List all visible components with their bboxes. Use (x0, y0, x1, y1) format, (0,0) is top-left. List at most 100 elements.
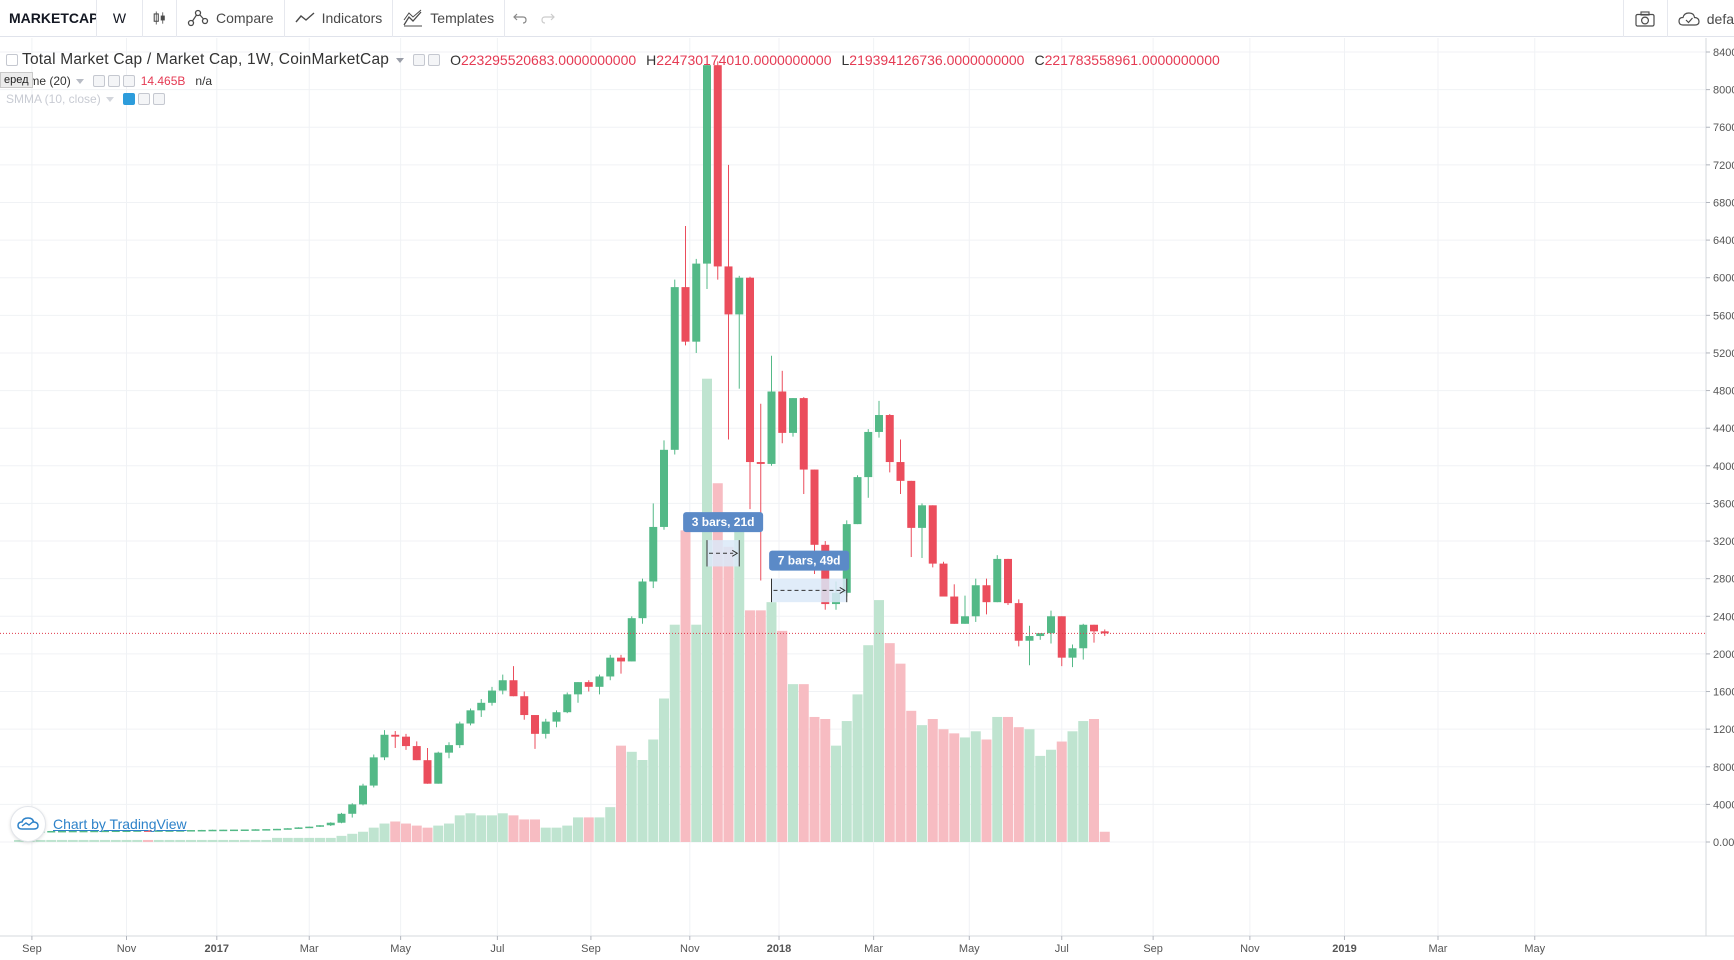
candle[interactable] (240, 829, 249, 831)
candle[interactable] (520, 691, 529, 720)
date-range-measure[interactable]: 3 bars, 21d (683, 512, 764, 567)
candle[interactable] (756, 403, 765, 581)
candle[interactable] (434, 751, 443, 784)
candle[interactable] (713, 61, 722, 280)
candle[interactable] (896, 439, 905, 495)
watermark-link[interactable]: Chart by TradingView (53, 816, 187, 832)
candle[interactable] (767, 355, 776, 466)
candle[interactable] (971, 578, 980, 622)
eye-icon[interactable] (413, 54, 426, 66)
candle[interactable] (875, 400, 883, 438)
candle[interactable] (1057, 616, 1066, 667)
candle[interactable] (799, 397, 808, 495)
candle[interactable] (380, 730, 389, 761)
candle[interactable] (541, 718, 550, 739)
candle[interactable] (864, 429, 873, 498)
candle[interactable] (58, 830, 66, 833)
candle[interactable] (617, 654, 625, 674)
candle[interactable] (187, 830, 195, 832)
candle[interactable] (918, 503, 926, 558)
candle[interactable] (735, 275, 744, 389)
candle[interactable] (251, 829, 260, 831)
symbol-search-button[interactable]: MARKETCAP (0, 0, 97, 37)
candle[interactable] (466, 708, 475, 726)
candle[interactable] (1047, 610, 1055, 644)
candle[interactable] (950, 584, 959, 624)
candle[interactable] (660, 440, 668, 530)
chart-type-button[interactable] (143, 0, 177, 37)
candle[interactable] (563, 692, 572, 714)
candle[interactable] (885, 414, 894, 473)
candle[interactable] (907, 480, 916, 558)
candle[interactable] (670, 279, 679, 455)
candle[interactable] (638, 578, 647, 624)
candle[interactable] (692, 258, 701, 353)
date-range-measure[interactable]: 7 bars, 49d (769, 550, 850, 603)
time-axis[interactable]: Sep Nov 2017 Mar May Jul Sep Nov 2018 Mar May Jul Se… (0, 935, 1734, 955)
candle[interactable] (337, 812, 346, 824)
candle[interactable] (703, 61, 711, 289)
candle[interactable] (348, 803, 357, 818)
candle[interactable] (681, 225, 690, 346)
candle[interactable] (455, 721, 464, 748)
eye-icon[interactable] (122, 93, 135, 105)
candle[interactable] (208, 829, 217, 832)
candle[interactable] (273, 828, 281, 831)
candle[interactable] (359, 783, 367, 806)
close-icon[interactable] (122, 75, 135, 87)
snapshot-button[interactable] (1622, 0, 1667, 37)
candle[interactable] (509, 666, 518, 697)
interval-button[interactable]: W (97, 0, 143, 37)
candle[interactable] (111, 830, 120, 833)
tradingview-watermark[interactable]: Chart by TradingView (10, 806, 187, 842)
candle[interactable] (1100, 629, 1109, 637)
candle[interactable] (144, 830, 152, 832)
candle[interactable] (993, 555, 1002, 603)
candle[interactable] (294, 827, 303, 829)
candle[interactable] (316, 825, 324, 827)
settings-icon[interactable] (137, 93, 150, 105)
redo-icon[interactable] (541, 12, 555, 24)
candle[interactable] (90, 830, 99, 833)
candle[interactable] (176, 830, 185, 832)
candle[interactable] (423, 747, 432, 784)
candle[interactable] (101, 830, 109, 833)
candle[interactable] (477, 699, 486, 717)
chart-canvas[interactable]: 3 bars, 21d 7 bars, 49d 221 0.00 4000 8000 1… (0, 38, 1734, 960)
candle[interactable] (939, 561, 948, 597)
candle[interactable] (402, 733, 410, 750)
candle[interactable] (606, 654, 615, 681)
chevron-down-icon[interactable] (395, 56, 405, 64)
candle[interactable] (778, 370, 787, 444)
templates-button[interactable]: Templates (393, 0, 506, 37)
candle[interactable] (531, 715, 539, 749)
candle[interactable] (283, 828, 292, 830)
eye-icon[interactable] (92, 75, 105, 87)
candle[interactable] (724, 164, 733, 440)
candle[interactable] (122, 830, 131, 833)
candle[interactable] (1014, 599, 1023, 647)
candle[interactable] (79, 830, 88, 833)
candle[interactable] (326, 822, 335, 827)
candle[interactable] (133, 830, 142, 832)
compare-button[interactable]: Compare (177, 0, 285, 37)
candle[interactable] (649, 503, 658, 589)
candle[interactable] (305, 826, 314, 829)
close-icon[interactable] (152, 93, 165, 105)
settings-icon[interactable] (107, 75, 120, 87)
candle[interactable] (230, 829, 238, 832)
candle[interactable] (154, 830, 163, 832)
candle[interactable] (1025, 625, 1034, 666)
candle[interactable] (197, 829, 206, 832)
chart-area[interactable]: 3 bars, 21d 7 bars, 49d 221 0.00 4000 8000 1… (0, 38, 1734, 960)
candle[interactable] (574, 682, 582, 703)
chevron-down-icon[interactable] (75, 77, 85, 85)
candle[interactable] (584, 680, 593, 692)
candle[interactable] (853, 475, 862, 525)
candle[interactable] (552, 710, 561, 728)
candle[interactable] (961, 595, 969, 624)
candle[interactable] (1004, 558, 1012, 605)
settings-icon[interactable] (428, 54, 441, 66)
price-axis[interactable]: 0.00 4000 8000 12000 16000 20000 24000 28000 320… (1705, 38, 1734, 960)
candle[interactable] (219, 829, 228, 832)
